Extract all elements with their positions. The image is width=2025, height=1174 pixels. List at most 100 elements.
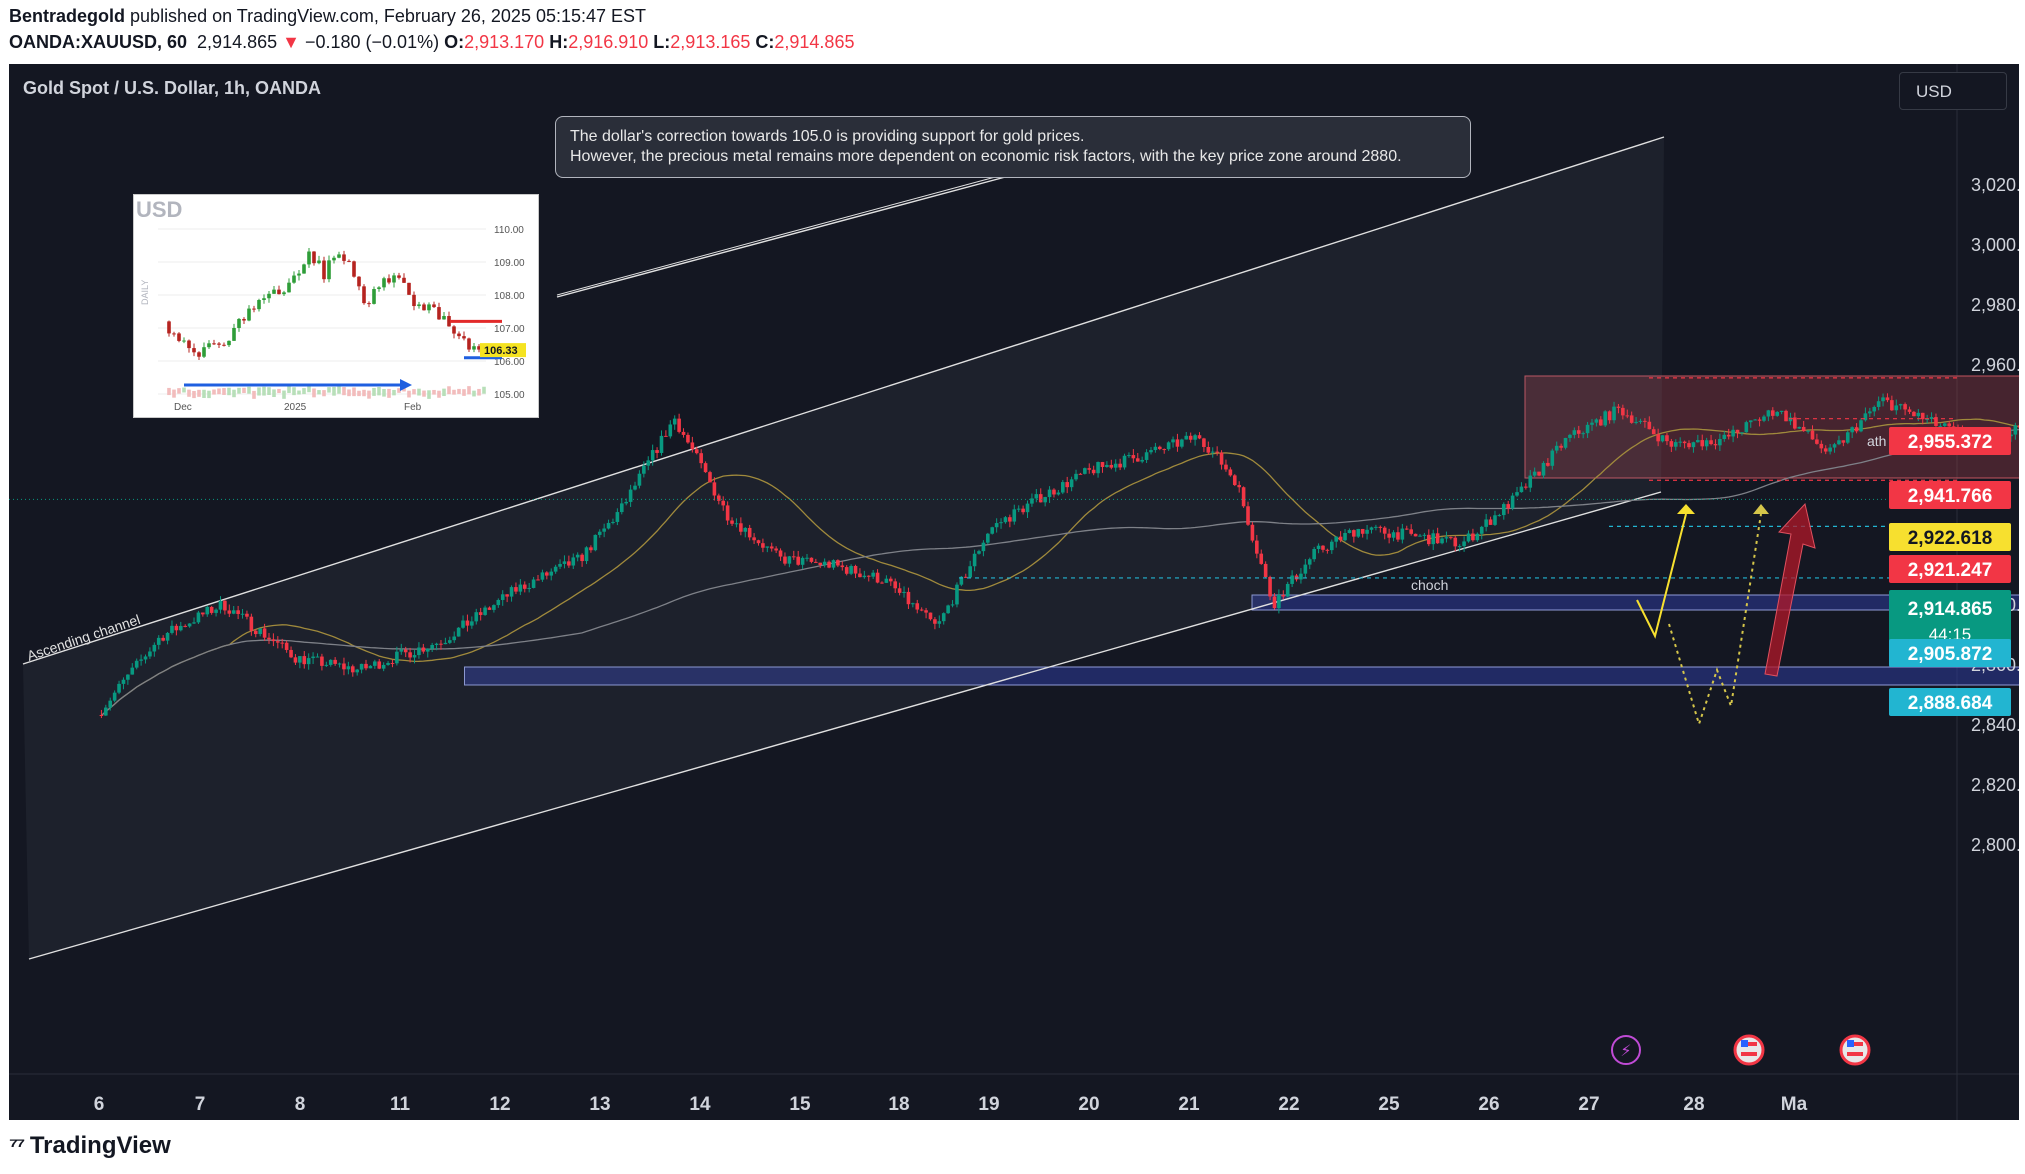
inset-candle-body <box>382 278 386 288</box>
chart-canvas[interactable]: 2,800.0002,820.0002,840.0002,860.0002,88… <box>9 64 2019 1120</box>
demand-zone <box>1251 594 2019 611</box>
candle-body <box>1718 439 1722 446</box>
candle-body <box>99 715 104 716</box>
candle-body <box>844 567 849 574</box>
currency-button[interactable]: USD <box>1899 72 2007 110</box>
candle-body <box>822 561 827 566</box>
candle-body <box>853 565 858 574</box>
candle-body <box>518 584 523 592</box>
inset-volume-bar <box>207 390 211 399</box>
candle-body <box>1903 404 1907 410</box>
candle-body <box>1241 487 1246 507</box>
tradingview-logo[interactable]: ⁷⁷ TradingView <box>9 1132 171 1160</box>
time-tick-label: 20 <box>1078 1094 1099 1115</box>
candle-body <box>1757 419 1762 421</box>
inset-time-label: Dec <box>174 402 192 413</box>
candle-body <box>747 527 752 538</box>
inset-volume-bar <box>412 389 416 395</box>
inset-volume-bar <box>187 389 191 397</box>
inset-candle-body <box>397 275 401 278</box>
candle-body <box>690 442 695 450</box>
candle-body <box>108 700 113 708</box>
candle-body <box>668 424 673 437</box>
candle-body <box>1277 594 1281 609</box>
inset-candle-body <box>172 333 176 335</box>
author-name[interactable]: Bentradegold <box>9 6 126 26</box>
candle-body <box>1916 412 1921 417</box>
analysis-note[interactable]: The dollar's correction towards 105.0 is… <box>555 116 1471 178</box>
candle-body <box>1378 526 1383 528</box>
usd-inset-canvas: USDDAILY110.00109.00108.00107.00106.0010… <box>136 197 526 413</box>
candle-body <box>1550 450 1555 466</box>
candle-body <box>196 612 201 623</box>
inset-volume-bar <box>327 387 331 393</box>
candle-body <box>1427 534 1431 545</box>
candle-body <box>884 578 889 583</box>
inset-volume-bar <box>337 386 341 394</box>
candle-body <box>1413 533 1418 537</box>
candle-body <box>814 561 818 563</box>
candle-body <box>1947 423 1951 427</box>
candle-body <box>1232 475 1237 486</box>
candle-body <box>774 548 778 551</box>
candle-body <box>1396 532 1400 540</box>
candle-body <box>937 621 942 624</box>
inset-volume-bar <box>287 386 291 393</box>
chart-pane[interactable]: 2,800.0002,820.0002,840.0002,860.0002,88… <box>9 64 2019 1120</box>
candle-body <box>664 435 668 437</box>
candle-body <box>880 582 884 584</box>
symbol-name: OANDA:XAUUSD, 60 <box>9 32 188 52</box>
inset-candle-body <box>342 254 346 261</box>
candle-body <box>1091 469 1096 474</box>
candle-body <box>1524 486 1528 488</box>
candle-body <box>1197 435 1202 439</box>
candle-body <box>1224 464 1228 470</box>
candle-body <box>412 655 417 658</box>
candle-body <box>1069 479 1074 488</box>
price-label-box <box>1889 481 2011 509</box>
candle-body <box>1788 417 1793 422</box>
projection-arrow-icon <box>1753 504 1769 514</box>
candle-body <box>1876 401 1881 407</box>
ath-label: ath <box>1867 433 1886 449</box>
candle-body <box>1673 442 1678 447</box>
candle-body <box>1118 463 1122 468</box>
candle-body <box>1171 439 1175 443</box>
candle-body <box>849 565 853 574</box>
candle-body <box>1083 468 1087 474</box>
us-flag-stripe <box>1741 1042 1757 1046</box>
time-tick-label: 8 <box>295 1094 306 1115</box>
note-line-2: However, the precious metal remains more… <box>570 148 1402 165</box>
candle-body <box>1316 545 1321 550</box>
candle-body <box>1621 407 1625 416</box>
inset-candle-body <box>187 340 191 349</box>
candle-body <box>1572 430 1577 435</box>
candle-body <box>1546 462 1550 466</box>
candle-body <box>1060 482 1065 493</box>
candle-body <box>1762 416 1766 421</box>
candle-body <box>831 560 836 568</box>
candle-body <box>227 610 232 614</box>
candle-body <box>1471 533 1475 541</box>
candle-body <box>602 528 606 532</box>
time-tick-label: Ma <box>1781 1094 1808 1115</box>
candle-body <box>1678 441 1682 443</box>
candle-body <box>549 571 554 576</box>
inset-candle-body <box>437 307 441 320</box>
price-label-text: 2,941.766 <box>1908 486 1993 507</box>
candle-body <box>858 573 862 578</box>
inset-candle-body <box>167 321 171 334</box>
inset-volume-bar <box>422 390 426 397</box>
candle-body <box>223 600 227 611</box>
candle-body <box>553 566 558 572</box>
candle-body <box>1365 529 1369 534</box>
candle-body <box>1215 451 1219 453</box>
candle-body <box>761 543 765 548</box>
candle-body <box>1590 422 1594 425</box>
inset-candle-body <box>207 343 211 348</box>
candle-body <box>1806 430 1810 432</box>
candle-body <box>1175 439 1180 447</box>
candle-body <box>871 572 875 577</box>
candle-body <box>575 554 580 558</box>
inset-candle-body <box>192 348 196 353</box>
